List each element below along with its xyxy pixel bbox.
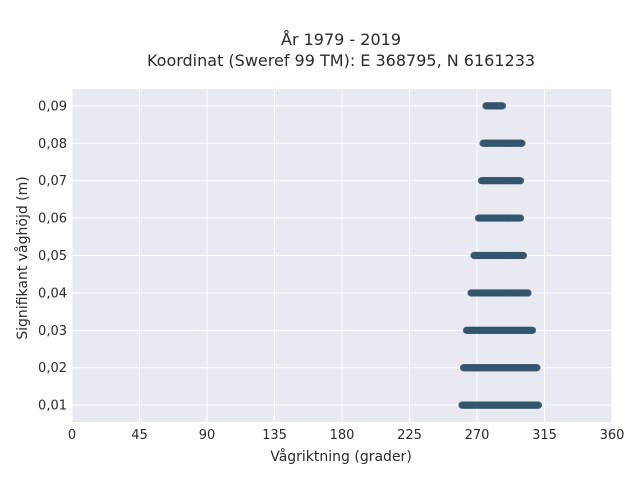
data-point <box>534 401 543 409</box>
y-axis-label: Signifikant våghöjd (m) <box>14 176 31 339</box>
chart-title-line-1: År 1979 - 2019 <box>281 30 401 49</box>
data-points <box>458 102 543 409</box>
x-tick-label: 180 <box>330 428 355 443</box>
y-axis-ticks: 0,01 0,02 0,03 0,04 0,05 0,06 0,07 0,08 0,09 <box>38 99 67 413</box>
x-axis-ticks: 0 45 90 135 180 225 270 315 360 <box>68 428 625 443</box>
data-point <box>498 102 507 110</box>
y-tick-label: 0,04 <box>38 286 67 301</box>
y-tick-label: 0,07 <box>38 174 67 189</box>
data-point <box>533 364 541 372</box>
y-tick-label: 0,03 <box>38 324 67 339</box>
data-point <box>516 214 525 222</box>
x-tick-label: 315 <box>532 428 557 443</box>
y-tick-label: 0,06 <box>38 212 67 227</box>
x-tick-label: 90 <box>199 428 216 443</box>
x-tick-label: 135 <box>262 428 287 443</box>
chart-title-line-2: Koordinat (Sweref 99 TM): E 368795, N 61… <box>147 51 535 70</box>
data-point <box>516 177 525 185</box>
data-point <box>519 251 528 260</box>
data-point <box>528 326 537 334</box>
y-tick-label: 0,01 <box>38 399 67 414</box>
data-point <box>518 139 526 147</box>
x-tick-label: 270 <box>465 428 490 443</box>
x-tick-label: 225 <box>397 428 422 443</box>
x-tick-label: 45 <box>131 428 148 443</box>
data-point <box>524 289 532 297</box>
y-tick-label: 0,08 <box>38 137 67 152</box>
x-tick-label: 0 <box>68 428 76 443</box>
y-tick-label: 0,09 <box>38 99 67 114</box>
x-axis-label: Vågriktning (grader) <box>270 448 412 465</box>
y-tick-label: 0,05 <box>38 249 67 264</box>
x-tick-label: 360 <box>600 428 625 443</box>
y-tick-label: 0,02 <box>38 361 67 376</box>
